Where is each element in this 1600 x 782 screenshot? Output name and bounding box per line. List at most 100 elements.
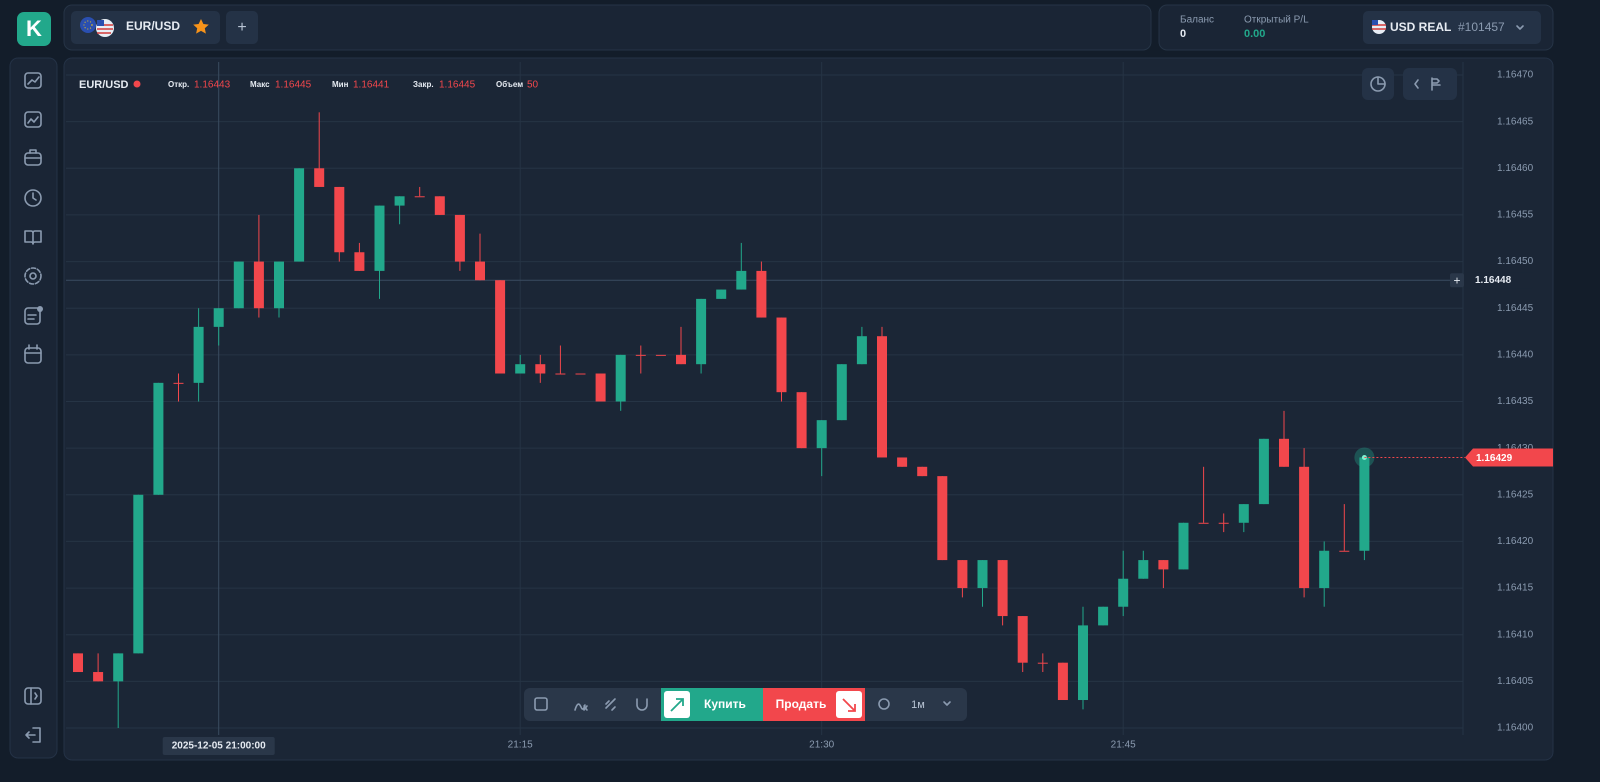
candle-body: [1339, 550, 1350, 552]
readout-value: 1.16443: [194, 80, 231, 91]
candle-body: [73, 653, 83, 673]
logo[interactable]: [17, 12, 51, 46]
candle-body: [917, 466, 928, 477]
flag-eu-stars: [83, 20, 93, 30]
icon-analytics[interactable]: [24, 111, 42, 128]
last-price-box: [1465, 448, 1553, 467]
candle-body: [555, 373, 566, 375]
tab-symbol: EUR/USD: [126, 19, 180, 33]
settings-icon[interactable]: [878, 698, 890, 710]
candle-body: [1178, 522, 1189, 570]
candle-body: [1098, 606, 1109, 626]
buy-arrow: [670, 698, 684, 712]
candle-body: [374, 205, 385, 271]
timeframe-chevron[interactable]: [943, 701, 951, 706]
icon-news[interactable]: [24, 306, 43, 325]
crosshair-time-label: 2025-12-05 21:00:00: [172, 741, 266, 752]
buy-label: Купить: [704, 697, 746, 711]
magnet-icon[interactable]: [636, 698, 648, 711]
icon-education[interactable]: [24, 230, 42, 245]
candle-body: [1078, 625, 1088, 701]
y-tick-label: 1.16440: [1497, 349, 1534, 360]
candle-body: [475, 261, 485, 281]
sell-arrow: [842, 698, 856, 712]
candle-body: [756, 270, 767, 318]
candle-body: [1198, 522, 1209, 524]
candle-body: [957, 560, 968, 589]
icon-portfolio[interactable]: [24, 149, 42, 166]
candle-body: [716, 289, 727, 299]
y-tick-label: 1.16410: [1497, 629, 1534, 640]
candle-body: [776, 317, 787, 393]
icon-settings[interactable]: [24, 267, 42, 285]
y-tick-label: 1.16435: [1497, 396, 1534, 407]
y-tick-label: 1.16450: [1497, 256, 1534, 267]
layout-icon[interactable]: [534, 697, 548, 711]
candle-body: [535, 364, 546, 374]
account-chevron: [1516, 25, 1524, 30]
account-selector[interactable]: [1363, 11, 1541, 44]
balance-label: Баланс: [1180, 15, 1214, 26]
y-tick-label: 1.16405: [1497, 676, 1534, 687]
candle-body: [816, 420, 827, 449]
candle-body: [897, 457, 908, 467]
x-tick-label: 21:30: [809, 740, 834, 751]
candle-body: [1359, 457, 1370, 551]
account-currency: USD REAL: [1390, 20, 1451, 34]
y-tick-label: 1.16455: [1497, 210, 1534, 221]
favorite-star[interactable]: [193, 19, 209, 34]
add-tab-button[interactable]: [226, 11, 258, 44]
candle-body: [1238, 504, 1249, 523]
candle-body: [977, 560, 988, 589]
y-tick-label: 1.16470: [1497, 70, 1534, 81]
y-tick-label: 1.16465: [1497, 116, 1534, 127]
candle-body: [113, 653, 124, 682]
candle-body: [495, 280, 506, 374]
candle-body: [1118, 578, 1129, 607]
icon-trade[interactable]: [24, 72, 42, 89]
draw-icon[interactable]: [605, 698, 616, 711]
sidebar-icons: [24, 72, 43, 743]
account-flag-canton: [1372, 20, 1378, 25]
candle-body: [1017, 616, 1028, 663]
readout-value: 1.16441: [353, 80, 390, 91]
readout-label: Объем: [496, 80, 523, 89]
candle-body: [1138, 560, 1149, 579]
readout-value: 50: [527, 80, 539, 91]
crosshair-price-box: [1467, 272, 1533, 289]
icon-history[interactable]: [24, 189, 42, 207]
formula-icon[interactable]: [574, 703, 588, 711]
chart: 1.16400 1.16405 1.16410 1.16415 1.16420 1.164…: [66, 62, 1553, 755]
balance-value: 0: [1180, 28, 1186, 40]
y-tick-label: 1.16460: [1497, 163, 1534, 174]
candle-body: [414, 196, 425, 198]
readout-value: 1.16445: [439, 80, 476, 91]
candle-body: [877, 336, 887, 458]
candle-body: [193, 326, 204, 383]
candle-body: [856, 336, 867, 365]
candle-body: [796, 392, 807, 449]
icon-logout[interactable]: [25, 727, 41, 743]
candle-body: [213, 308, 224, 327]
candle-body: [696, 298, 707, 365]
crosshair-price: 1.16448: [1475, 275, 1512, 286]
icon-collapse[interactable]: [24, 687, 42, 705]
crosshair-plus-box: [1450, 273, 1464, 288]
chart-panel: [63, 57, 1554, 761]
crosshair-plus: +: [1453, 273, 1460, 287]
candle-body: [1158, 560, 1169, 570]
flag-eu: [80, 17, 96, 33]
icon-calendar[interactable]: [24, 344, 42, 364]
candle-body: [434, 196, 445, 215]
readout-symbol: EUR/USD: [79, 79, 129, 91]
timeframe[interactable]: 1м: [911, 699, 925, 711]
candle-body: [595, 373, 606, 402]
candle-body: [253, 261, 264, 309]
candle-body: [836, 364, 847, 421]
candle-body: [354, 252, 365, 271]
readout-label: Мин: [332, 80, 349, 89]
panel-toggle-button[interactable]: [1403, 68, 1457, 100]
pl-value: 0.00: [1244, 28, 1265, 40]
